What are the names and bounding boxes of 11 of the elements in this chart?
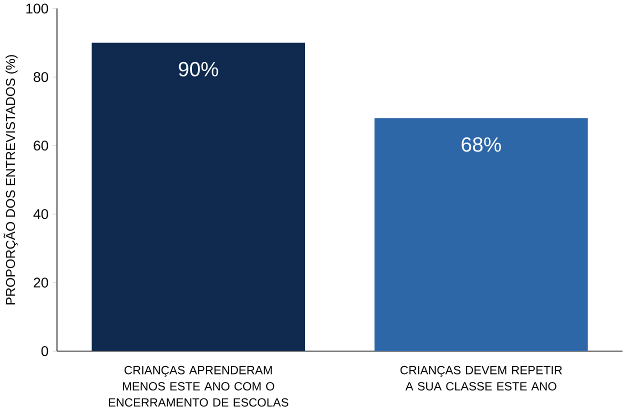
- y-tick-label: 80: [34, 72, 48, 82]
- data-label: 90%: [178, 62, 218, 76]
- y-tick-label: 60: [34, 140, 48, 150]
- y-tick-label: 100: [26, 3, 48, 14]
- y-tick-label: 0: [41, 346, 48, 356]
- y-axis-title: PROPORÇÃO DOS ENTREVISTADOS (%): [4, 54, 18, 304]
- y-tick-label: 20: [34, 278, 48, 288]
- data-label: 68%: [462, 137, 501, 152]
- x-tick-label: CRIANÇAS APRENDERAM MENOS ESTE ANO COM O ENCERRAMENTO DE ESCOLAS: [108, 366, 288, 407]
- x-tick-label: CRIANÇAS DEVEM REPETIR A SUA CLASSE ESTE ANO: [400, 366, 562, 390]
- y-tick-label: 40: [33, 209, 48, 219]
